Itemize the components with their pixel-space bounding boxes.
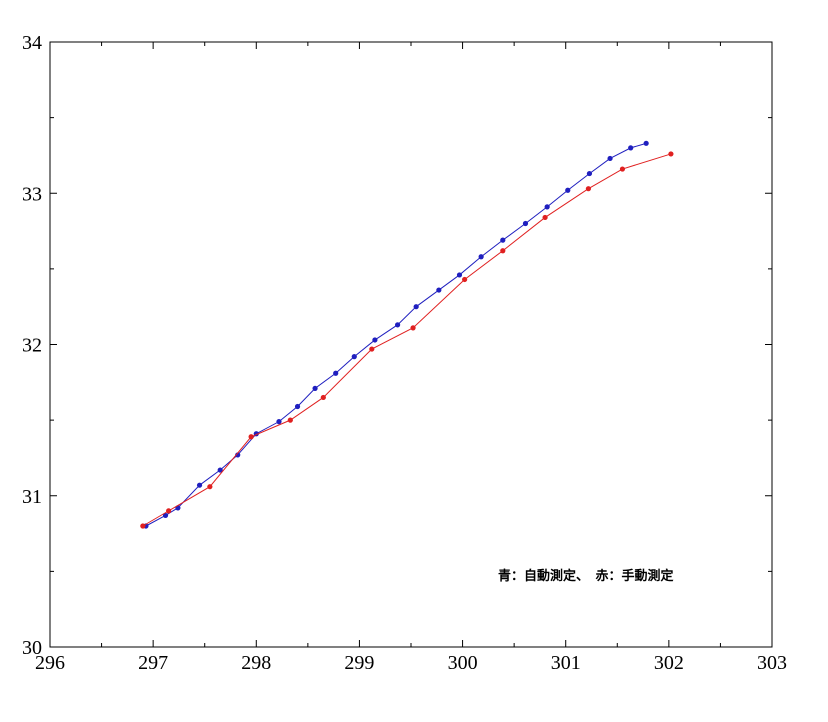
data-point [478, 254, 484, 260]
data-point [196, 482, 203, 488]
data-point [565, 187, 571, 193]
y-tick-label: 33 [22, 183, 42, 205]
data-point [320, 394, 326, 401]
x-tick-label: 301 [551, 652, 581, 674]
data-point [500, 237, 506, 243]
data-point [456, 272, 463, 278]
data-point [235, 452, 241, 458]
x-tick-label: 303 [757, 652, 787, 674]
data-point [372, 337, 378, 343]
data-point [394, 322, 401, 328]
data-point [619, 166, 626, 172]
data-point [294, 403, 301, 410]
x-tick-label: 302 [654, 652, 684, 674]
data-point [522, 220, 529, 227]
data-point [351, 354, 357, 360]
y-tick-label: 30 [22, 637, 42, 659]
data-point [248, 434, 254, 440]
data-point [544, 204, 550, 210]
data-point [462, 276, 468, 283]
data-point [207, 484, 213, 490]
data-point [586, 170, 593, 177]
x-tick-label: 300 [448, 652, 478, 674]
data-point [585, 186, 592, 192]
data-point [607, 155, 613, 162]
y-tick-label: 31 [22, 486, 42, 508]
data-point [166, 508, 172, 514]
axis-tick-labels: 296 297 298 299 300 301 302 303 30 31 32 33 34 [22, 32, 787, 674]
axis-ticks [49, 41, 773, 648]
data-point [643, 140, 649, 146]
series-layer [140, 140, 674, 529]
series-2 [140, 151, 674, 529]
data-point [410, 325, 416, 331]
data-point [628, 145, 634, 151]
data-point [369, 346, 375, 352]
data-point [500, 248, 506, 254]
y-tick-label: 34 [22, 32, 42, 54]
x-tick-label: 296 [35, 652, 65, 674]
plot-frame [49, 41, 773, 648]
data-point [436, 287, 442, 293]
legend-text: 青：自動測定、 赤：手動測定 [498, 568, 674, 584]
data-point [217, 467, 223, 473]
y-tick-label: 32 [22, 335, 42, 357]
x-tick-label: 297 [138, 652, 168, 674]
series-line [142, 153, 672, 527]
data-point [413, 304, 419, 310]
data-point [668, 151, 674, 157]
data-point [312, 385, 318, 391]
data-point [162, 512, 169, 519]
data-point [542, 214, 548, 221]
series-line [145, 142, 647, 527]
x-tick-label: 299 [344, 652, 374, 674]
data-point [276, 419, 282, 425]
x-tick-label: 298 [241, 652, 271, 674]
data-point [287, 417, 293, 423]
data-point [140, 523, 146, 529]
data-point [333, 370, 339, 376]
